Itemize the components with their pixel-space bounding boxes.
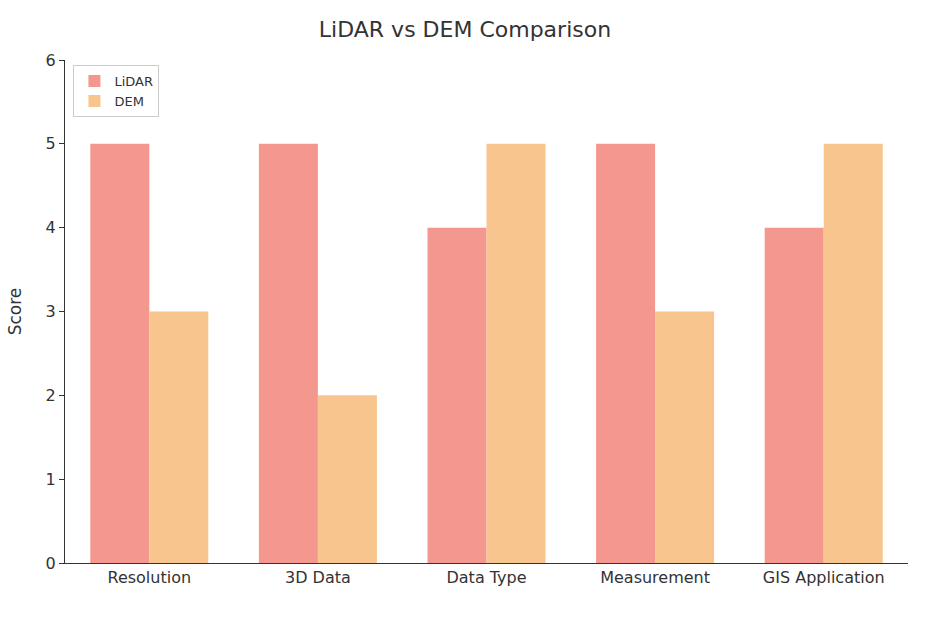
- svg-text:3D Data: 3D Data: [285, 568, 351, 587]
- svg-text:Measurement: Measurement: [600, 568, 710, 587]
- svg-text:4: 4: [46, 218, 56, 237]
- svg-text:3: 3: [46, 302, 56, 321]
- svg-text:LiDAR: LiDAR: [114, 74, 153, 89]
- svg-text:2: 2: [46, 386, 56, 405]
- svg-text:DEM: DEM: [114, 94, 143, 109]
- svg-text:LiDAR vs DEM Comparison: LiDAR vs DEM Comparison: [319, 17, 611, 42]
- svg-text:0: 0: [46, 554, 56, 573]
- svg-text:Score: Score: [5, 288, 25, 336]
- svg-text:5: 5: [46, 134, 56, 153]
- svg-text:1: 1: [46, 470, 56, 489]
- svg-text:6: 6: [46, 51, 56, 70]
- svg-text:Data Type: Data Type: [446, 568, 526, 587]
- svg-text:GIS Application: GIS Application: [763, 568, 885, 587]
- svg-text:Resolution: Resolution: [107, 568, 191, 587]
